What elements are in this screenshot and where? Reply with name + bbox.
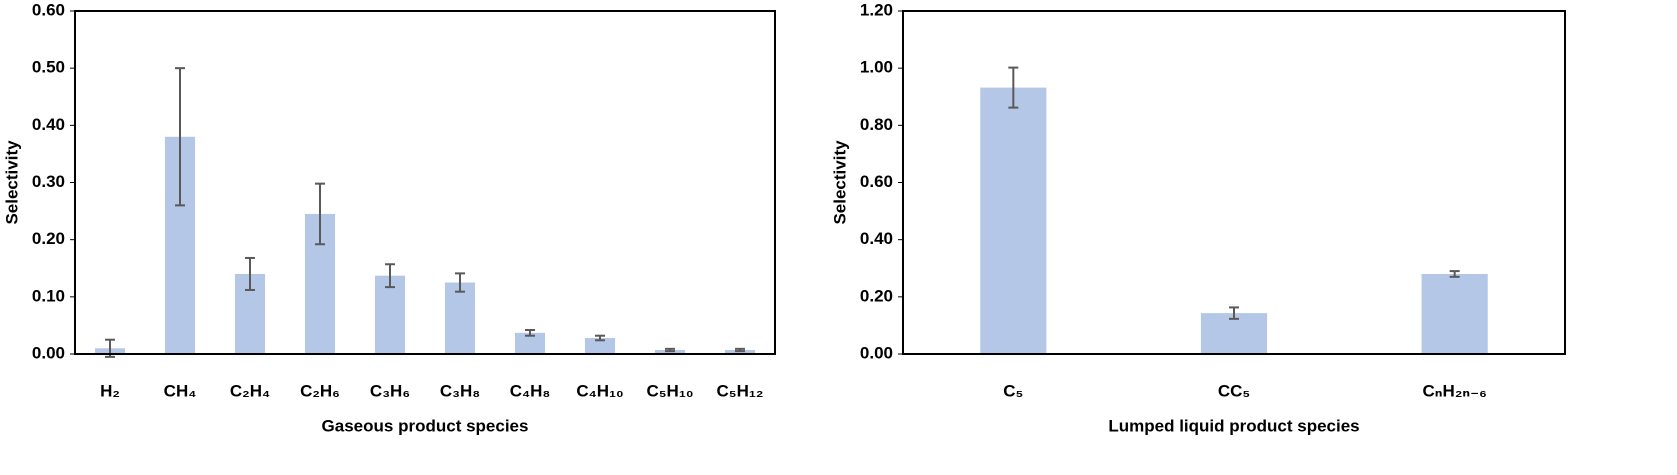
bar [584, 337, 616, 354]
y-tick-label: 0.20 [32, 229, 65, 248]
y-tick-label: 1.00 [860, 58, 893, 77]
bar [1421, 273, 1488, 354]
error-bar [525, 328, 535, 337]
x-axis-title: Gaseous product species [322, 416, 529, 435]
y-tick-label: 0.10 [32, 286, 65, 305]
x-tick-label: CH₄ [164, 381, 197, 400]
x-tick-label: C₄H₈ [510, 381, 551, 400]
x-tick-label: C₅ [1003, 381, 1023, 400]
bar [514, 332, 546, 354]
y-tick-label: 0.20 [860, 286, 893, 305]
y-tick-label: 0.80 [860, 115, 893, 134]
bar [1200, 313, 1268, 354]
y-tick-label: 0.60 [860, 172, 893, 191]
y-axis-title: Selectivity [2, 140, 21, 225]
x-tick-label: C₂H₆ [300, 381, 340, 400]
y-tick-label: 0.40 [860, 229, 893, 248]
x-tick-label: CC₅ [1218, 381, 1250, 400]
x-tick-label: CₙH₂ₙ₋₆ [1423, 381, 1487, 400]
y-tick-label: 0.00 [32, 343, 65, 362]
error-bar [1449, 270, 1460, 278]
y-tick-label: 0.40 [32, 115, 65, 134]
y-tick-label: 1.20 [860, 0, 893, 19]
y-axis-title: Selectivity [830, 140, 849, 225]
x-tick-label: H₂ [100, 381, 120, 400]
bar [444, 282, 476, 354]
error-bar [175, 67, 185, 207]
error-bar [455, 272, 465, 293]
x-axis-title: Lumped liquid product species [1108, 416, 1359, 435]
x-tick-label: C₅H₁₀ [646, 381, 693, 400]
plot-frame [74, 10, 776, 355]
x-tick-label: C₄H₁₀ [576, 381, 623, 400]
plot-frame [902, 10, 1566, 355]
y-tick-label: 0.00 [860, 343, 893, 362]
x-tick-label: C₃H₈ [440, 381, 480, 400]
error-bar [245, 256, 255, 291]
error-bar [665, 347, 675, 353]
error-bar [1008, 66, 1019, 109]
error-bar [1229, 306, 1239, 320]
x-tick-label: C₅H₁₂ [717, 381, 764, 400]
x-tick-label: C₃H₆ [370, 381, 410, 400]
y-tick-label: 0.60 [32, 0, 65, 19]
x-tick-label: C₂H₄ [230, 381, 270, 400]
error-bar [315, 182, 325, 246]
y-tick-label: 0.30 [32, 172, 65, 191]
error-bar [385, 263, 395, 289]
bar [374, 275, 406, 354]
error-bar [595, 334, 605, 342]
bar [980, 87, 1047, 354]
y-tick-label: 0.50 [32, 58, 65, 77]
error-bar [735, 347, 745, 353]
